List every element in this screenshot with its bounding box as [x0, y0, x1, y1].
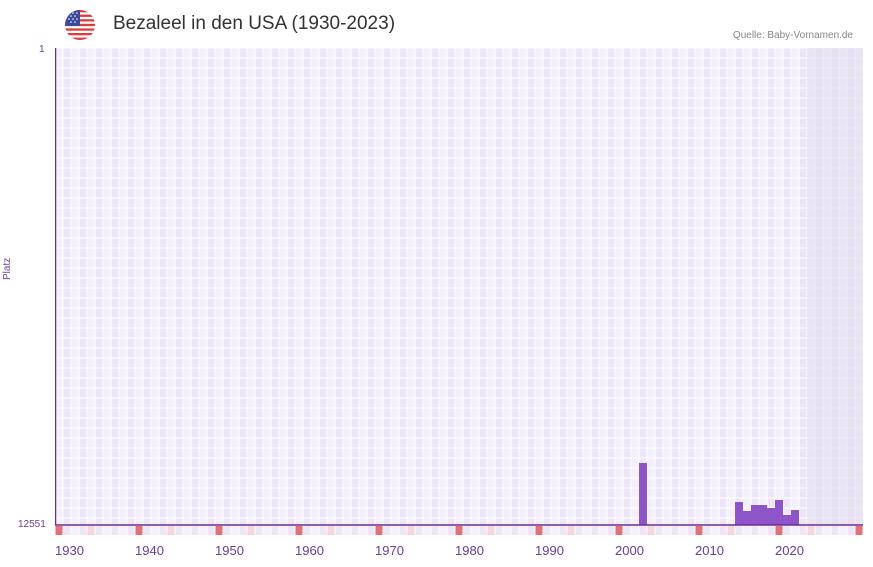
decade-marker: [135, 526, 143, 535]
x-tick-1980: 1980: [455, 543, 484, 558]
x-tick-1960: 1960: [295, 543, 324, 558]
decade-marker: [775, 526, 783, 535]
x-tick-1950: 1950: [215, 543, 244, 558]
bar-2021: [783, 515, 791, 525]
decade-marker: [855, 526, 863, 535]
x-tick-1930: 1930: [55, 543, 84, 558]
bar-2015: [735, 502, 743, 525]
x-tick-1990: 1990: [535, 543, 564, 558]
bar-2016: [743, 511, 751, 525]
decade-marker: [695, 526, 703, 535]
decade-marker: [455, 526, 463, 535]
x-tick-2020: 2020: [775, 543, 804, 558]
bar-2020: [775, 500, 783, 525]
y-axis-label: Platz: [2, 257, 13, 280]
chart-title: Bezaleel in den USA (1930-2023): [113, 13, 396, 34]
x-tick-2000: 2000: [615, 543, 644, 558]
decade-marker: [615, 526, 623, 535]
bar-2022: [791, 510, 799, 525]
decade-marker: [295, 526, 303, 535]
bar-2019: [767, 508, 775, 525]
us-flag-icon: [65, 10, 95, 40]
y-tick-bottom: 12551: [18, 519, 46, 530]
x-tick-1970: 1970: [375, 543, 404, 558]
decade-marker: [375, 526, 383, 535]
decade-marker: [55, 526, 63, 535]
decade-marker: [535, 526, 543, 535]
bar-2003: [639, 463, 647, 525]
source-label: Quelle: Baby-Vornamen.de: [732, 30, 853, 41]
x-tick-1940: 1940: [135, 543, 164, 558]
decade-marker: [215, 526, 223, 535]
y-tick-top: 1: [39, 44, 45, 55]
x-tick-2010: 2010: [695, 543, 724, 558]
bar-2018: [759, 505, 767, 525]
bar-2017: [751, 505, 759, 525]
plot-area: [55, 48, 863, 535]
